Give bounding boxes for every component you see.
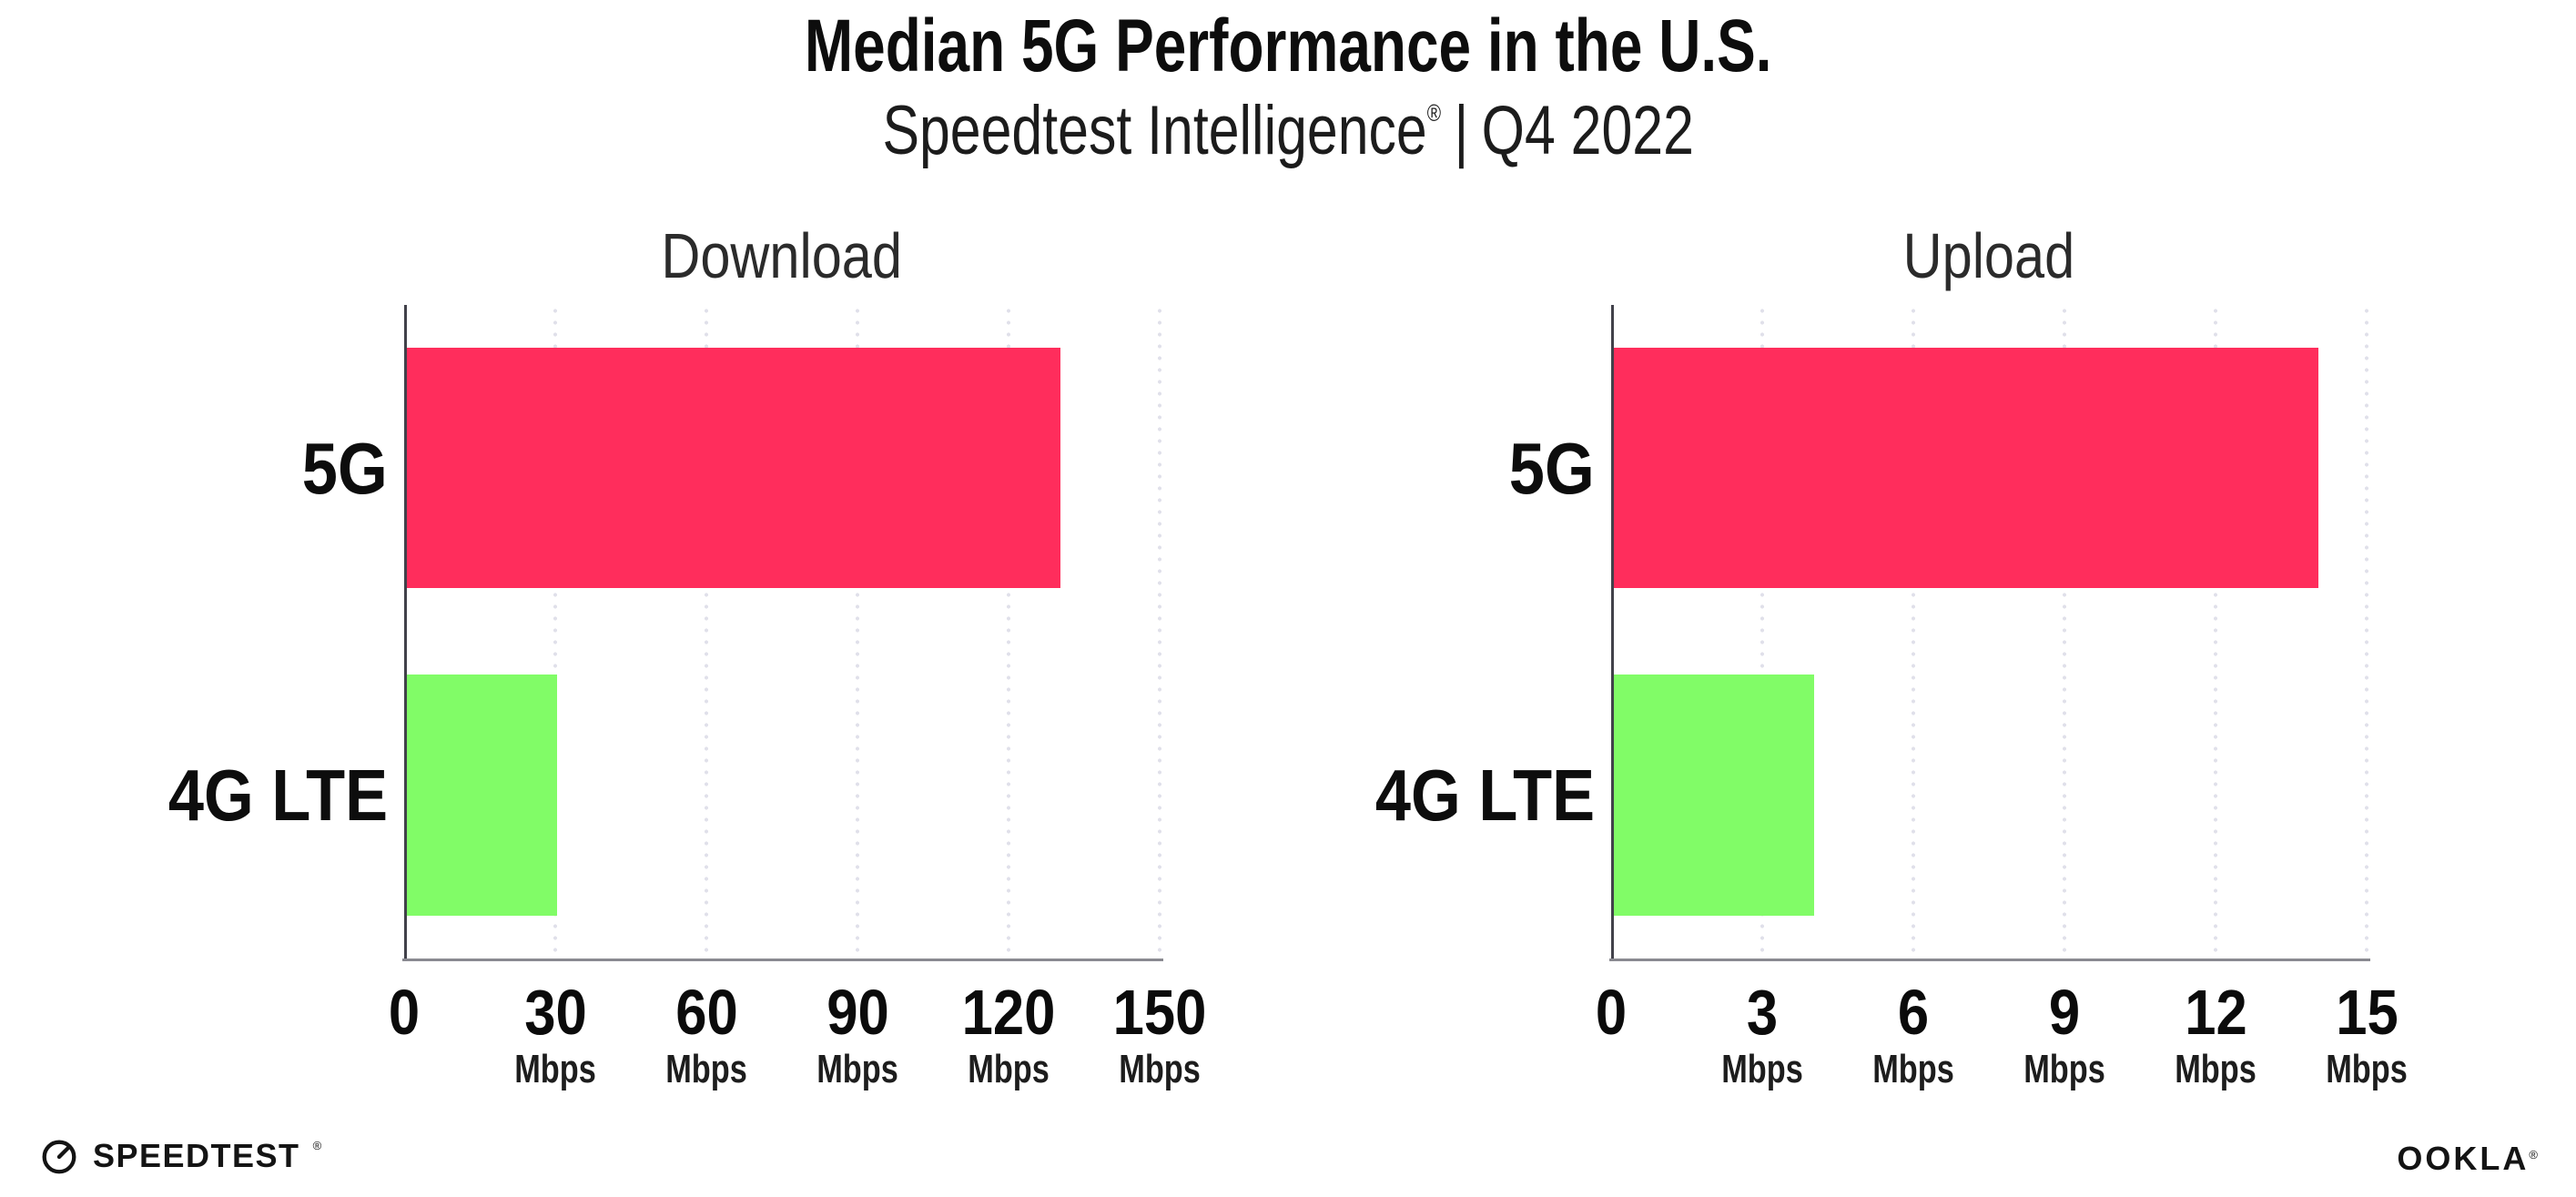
gridline-9 xyxy=(2063,305,2066,959)
upload-gridlines xyxy=(1611,305,2368,959)
4g-lte-bar xyxy=(406,675,557,916)
download-y-axis-line xyxy=(404,305,407,959)
category-label: 5G xyxy=(1509,427,1595,509)
download-chart-title: Download xyxy=(661,220,903,291)
x-tick-15: 15 Mbps xyxy=(2315,980,2419,1091)
tick-value: 90 xyxy=(826,977,889,1048)
tick-value: 3 xyxy=(1746,977,1779,1048)
tick-value: 120 xyxy=(961,977,1056,1048)
subtitle-period: Q4 2022 xyxy=(1481,92,1694,169)
tick-unit: Mbps xyxy=(514,1047,596,1091)
tick-unit: Mbps xyxy=(1721,1047,1803,1091)
speedtest-registered-mark: ® xyxy=(312,1138,322,1152)
speedtest-wordmark: SPEEDTEST xyxy=(93,1137,300,1174)
gridline-6 xyxy=(1912,305,1915,959)
x-tick-0: 0 xyxy=(1594,980,1629,1044)
category-label: 4G LTE xyxy=(167,755,388,837)
download-category-axis: 5G 4G LTE xyxy=(5,305,388,959)
x-tick-12: 12 Mbps xyxy=(2164,980,2268,1091)
x-tick-90: 90 Mbps xyxy=(806,980,910,1091)
subtitle-divider: | xyxy=(1454,92,1469,169)
x-tick-6: 6 Mbps xyxy=(1861,980,1966,1091)
gridline-60 xyxy=(705,305,708,959)
tick-unit: Mbps xyxy=(968,1047,1050,1091)
download-gridlines xyxy=(404,305,1161,959)
tick-value: 9 xyxy=(2048,977,2081,1048)
tick-unit: Mbps xyxy=(2175,1047,2257,1091)
gridline-3 xyxy=(1760,305,1764,959)
upload-x-axis-line xyxy=(1609,959,2370,961)
tick-unit: Mbps xyxy=(2023,1047,2105,1091)
x-tick-60: 60 Mbps xyxy=(654,980,759,1091)
category-label: 4G LTE xyxy=(1374,755,1595,837)
download-x-axis-ticks: 0 30 Mbps 60 Mbps 90 Mbps 120 Mbps 150 Mbps xyxy=(389,980,1207,1117)
page-title-text: Median 5G Performance in the U.S. xyxy=(804,5,1772,87)
upload-x-axis-ticks: 0 3 Mbps 6 Mbps 9 Mbps 12 Mbps 15 Mbps xyxy=(1596,980,2408,1117)
x-tick-120: 120 Mbps xyxy=(956,980,1062,1091)
tick-value: 12 xyxy=(2184,977,2247,1048)
subtitle-product: Speedtest Intelligence xyxy=(882,92,1427,169)
tick-value: 60 xyxy=(674,977,738,1048)
upload-bars xyxy=(1611,305,2367,959)
5g-bar xyxy=(406,347,1061,589)
tick-value: 0 xyxy=(1595,977,1628,1048)
x-tick-150: 150 Mbps xyxy=(1107,980,1213,1091)
upload-chart-title: Upload xyxy=(1902,220,2075,291)
ookla-registered-mark: ® xyxy=(2529,1148,2538,1161)
tick-unit: Mbps xyxy=(665,1047,747,1091)
x-tick-30: 30 Mbps xyxy=(503,980,608,1091)
page-subtitle: Speedtest Intelligence® | Q4 2022 xyxy=(0,96,2576,166)
4g-lte-bar xyxy=(1613,675,1815,916)
tick-value: 150 xyxy=(1112,977,1207,1048)
upload-y-axis-line xyxy=(1611,305,1614,959)
x-tick-3: 3 Mbps xyxy=(1710,980,1815,1091)
tick-value: 30 xyxy=(523,977,587,1048)
download-plot-area xyxy=(402,305,1163,961)
ookla-logo: OOKLA® xyxy=(2397,1142,2538,1175)
tick-unit: Mbps xyxy=(1872,1047,1954,1091)
gridline-120 xyxy=(1007,305,1010,959)
speedtest-gauge-icon xyxy=(42,1140,76,1174)
gridline-150 xyxy=(1158,305,1161,959)
ookla-wordmark: OOKLA xyxy=(2397,1140,2530,1177)
speedtest-logo: SPEEDTEST ® xyxy=(38,1135,321,1177)
download-bars xyxy=(404,305,1160,959)
x-tick-9: 9 Mbps xyxy=(2013,980,2117,1091)
tick-value: 6 xyxy=(1897,977,1930,1048)
tick-unit: Mbps xyxy=(816,1047,898,1091)
page-title: Median 5G Performance in the U.S. xyxy=(0,9,2576,84)
5g-bar xyxy=(1613,347,2318,589)
tick-unit: Mbps xyxy=(1119,1047,1201,1091)
tick-value: 15 xyxy=(2335,977,2399,1048)
category-label: 5G xyxy=(302,427,388,509)
download-x-axis-line xyxy=(402,959,1163,961)
tick-unit: Mbps xyxy=(2326,1047,2408,1091)
upload-plot-area xyxy=(1609,305,2370,961)
x-tick-0: 0 xyxy=(387,980,422,1044)
tick-value: 0 xyxy=(388,977,421,1048)
gridline-30 xyxy=(553,305,557,959)
registered-mark: ® xyxy=(1426,99,1441,127)
gridline-90 xyxy=(856,305,859,959)
upload-category-axis: 5G 4G LTE xyxy=(1212,305,1595,959)
gridline-12 xyxy=(2214,305,2217,959)
gridline-15 xyxy=(2365,305,2368,959)
